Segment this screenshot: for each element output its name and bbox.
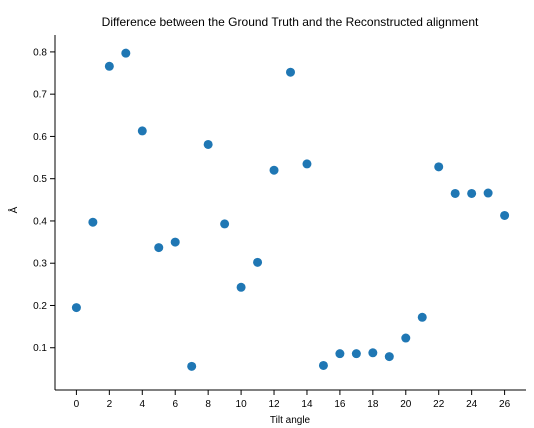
y-tick-label: 0.6 — [33, 132, 47, 143]
x-tick-label: 14 — [301, 399, 313, 410]
data-point — [187, 361, 197, 371]
data-point — [401, 333, 411, 343]
x-tick-label: 26 — [499, 399, 511, 410]
data-point — [104, 61, 114, 71]
x-tick-label: 2 — [107, 399, 113, 410]
y-tick-label: 0.7 — [33, 90, 47, 101]
data-point — [236, 282, 246, 292]
x-tick-label: 22 — [433, 399, 445, 410]
y-tick-label: 0.3 — [33, 259, 47, 270]
axes — [54, 35, 526, 391]
data-point — [121, 48, 131, 58]
data-point — [203, 139, 213, 149]
y-tick-label: 0.5 — [33, 174, 47, 185]
data-points — [71, 48, 510, 371]
x-ticks: 0 2 4 6 8 10 12 14 16 18 20 22 24 26 — [74, 390, 511, 410]
data-point — [384, 352, 394, 362]
x-tick-label: 24 — [466, 399, 478, 410]
y-tick-label: 0.4 — [33, 216, 47, 227]
x-tick-label: 6 — [172, 399, 178, 410]
data-point — [434, 162, 444, 172]
data-point — [450, 188, 460, 198]
x-tick-label: 16 — [334, 399, 346, 410]
data-point — [137, 126, 147, 136]
x-tick-label: 8 — [205, 399, 211, 410]
data-point — [368, 348, 378, 358]
chart-title: Difference between the Ground Truth and … — [102, 15, 479, 29]
y-tick-label: 0.2 — [33, 301, 47, 312]
y-tick-label: 0.1 — [33, 343, 47, 354]
x-tick-label: 20 — [400, 399, 412, 410]
data-point — [500, 210, 510, 220]
data-point — [170, 237, 180, 247]
data-point — [269, 165, 279, 175]
x-tick-label: 0 — [74, 399, 80, 410]
x-tick-label: 12 — [268, 399, 280, 410]
x-tick-label: 4 — [140, 399, 146, 410]
data-point — [318, 360, 328, 370]
data-point — [467, 188, 477, 198]
data-point — [335, 349, 345, 359]
y-tick-label: 0.8 — [33, 47, 47, 58]
data-point — [302, 159, 312, 169]
data-point — [71, 303, 81, 313]
data-point — [220, 219, 230, 229]
data-point — [417, 312, 427, 322]
y-ticks: 0.1 0.2 0.3 0.4 0.5 0.6 0.7 0.8 — [33, 47, 55, 354]
data-point — [154, 243, 164, 253]
data-point — [286, 67, 295, 77]
y-axis-label: Å — [7, 206, 20, 213]
x-axis-label: Tilt angle — [270, 415, 311, 426]
x-tick-label: 18 — [367, 399, 379, 410]
x-tick-label: 10 — [236, 399, 248, 410]
data-point — [351, 349, 361, 359]
data-point — [483, 188, 493, 198]
data-point — [253, 257, 263, 267]
data-point — [88, 217, 98, 227]
